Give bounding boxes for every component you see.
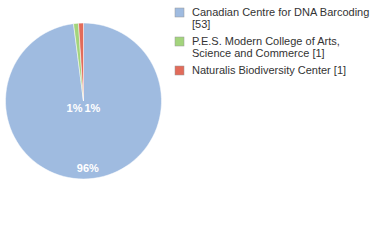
legend-label: Canadian Centre for DNA Barcoding[53] — [192, 6, 369, 30]
pie-slice — [79, 23, 84, 101]
data-label: 1% — [85, 102, 101, 114]
legend-swatch — [175, 66, 184, 75]
legend-label: Naturalis Biodiversity Center [1] — [192, 64, 346, 76]
legend-label: P.E.S. Modern College of Arts,Science an… — [192, 35, 340, 59]
data-label: 1% — [67, 102, 83, 114]
pie-slices — [5, 23, 161, 179]
pie-slice — [74, 23, 84, 101]
legend-swatch — [175, 37, 184, 46]
legend: Canadian Centre for DNA Barcoding[53] P.E… — [175, 6, 369, 76]
data-labels: 96% 1%1% — [67, 102, 101, 174]
chart-svg: 96% 1%1% Canadian Centre for DNA Barcoding… — [0, 0, 380, 240]
data-label: 96% — [77, 162, 99, 174]
chart-root: 96% 1%1% Canadian Centre for DNA Barcoding… — [0, 0, 380, 240]
legend-swatch — [175, 8, 184, 17]
pie-slice — [5, 23, 161, 179]
